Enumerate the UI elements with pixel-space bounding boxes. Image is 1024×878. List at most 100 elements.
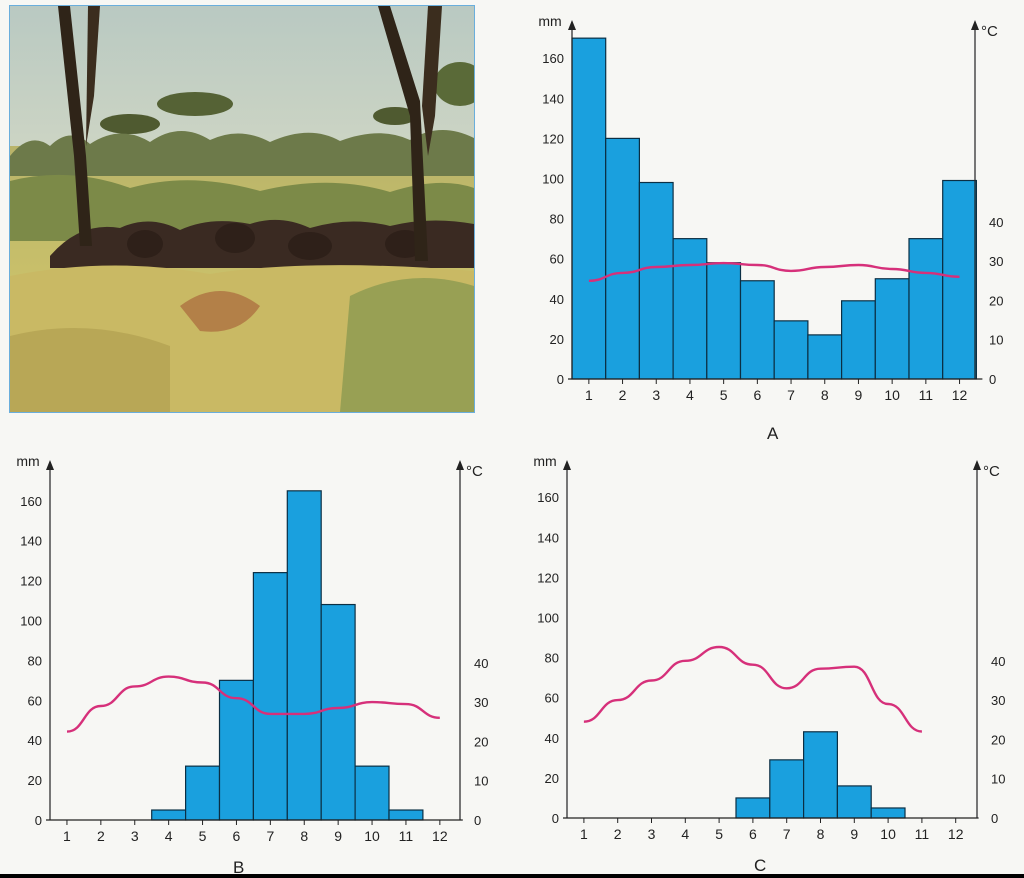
y-tick-label: 120: [542, 131, 564, 146]
left-axis-arrow: [46, 460, 54, 470]
y-tick-label: 160: [537, 490, 559, 505]
precip-bar-10: [874, 278, 910, 380]
y-tick-label: 80: [545, 651, 559, 666]
y2-tick-label: 40: [474, 656, 488, 671]
y2-tick-label: 10: [989, 333, 1003, 348]
y-tick-label: 80: [550, 212, 564, 227]
y-tick-label: 160: [20, 494, 42, 509]
precip-bar-11: [388, 809, 424, 821]
ylabel-celsius: °C: [981, 23, 998, 40]
savanna-photo: [9, 5, 475, 413]
chart-a-caption: A: [767, 424, 779, 443]
precip-bar-8: [286, 490, 322, 821]
x-tick-label: 3: [648, 826, 656, 842]
right-axis-arrow: [971, 20, 979, 30]
y-tick-label: 0: [557, 372, 564, 387]
x-tick-label: 8: [821, 387, 829, 403]
x-tick-label: 1: [580, 826, 588, 842]
x-tick-label: 4: [681, 826, 689, 842]
x-tick-label: 11: [915, 826, 930, 842]
x-tick-label: 10: [884, 387, 900, 403]
temperature-line: [66, 675, 440, 733]
left-axis-arrow: [568, 20, 576, 30]
y-tick-label: 40: [550, 292, 564, 307]
y-tick-label: 20: [28, 773, 42, 788]
x-tick-label: 6: [749, 826, 757, 842]
precip-bar-7: [252, 572, 288, 821]
x-tick-label: 2: [614, 826, 622, 842]
right-axis-arrow: [456, 460, 464, 470]
y-tick-label: 80: [28, 653, 42, 668]
y2-tick-label: 30: [991, 693, 1005, 708]
y2-tick-label: 20: [989, 293, 1003, 308]
ylabel-celsius: °C: [983, 463, 1000, 480]
y-tick-label: 140: [20, 534, 42, 549]
temperature-line: [583, 645, 923, 733]
x-tick-label: 9: [855, 387, 863, 403]
precip-bar-4: [151, 809, 187, 821]
y-tick-label: 120: [537, 570, 559, 585]
x-tick-label: 8: [300, 828, 308, 844]
left-axis-arrow: [563, 460, 571, 470]
x-tick-label: 1: [585, 387, 593, 403]
precip-bar-10: [354, 765, 390, 821]
x-tick-label: 7: [266, 828, 274, 844]
precip-bar-8: [803, 731, 839, 819]
y-tick-label: 20: [545, 771, 559, 786]
y2-tick-label: 0: [989, 372, 996, 387]
precip-bar-11: [908, 238, 944, 380]
x-tick-label: 10: [880, 826, 896, 842]
precip-bar-10: [870, 807, 906, 819]
y2-tick-label: 40: [991, 654, 1005, 669]
precip-bar-12: [942, 179, 978, 380]
y-tick-label: 100: [542, 172, 564, 187]
x-tick-label: 6: [233, 828, 241, 844]
y2-tick-label: 10: [991, 772, 1005, 787]
x-tick-label: 8: [817, 826, 825, 842]
precip-bar-1: [571, 37, 607, 380]
precip-bar-7: [773, 320, 809, 380]
x-tick-label: 7: [787, 387, 795, 403]
y-tick-label: 100: [537, 611, 559, 626]
y2-tick-label: 40: [989, 215, 1003, 230]
y-tick-label: 60: [28, 693, 42, 708]
x-tick-label: 9: [850, 826, 858, 842]
y2-tick-label: 30: [474, 695, 488, 710]
x-tick-label: 10: [364, 828, 380, 844]
ylabel-mm: mm: [16, 453, 39, 469]
x-tick-label: 11: [399, 828, 414, 844]
y2-tick-label: 20: [991, 732, 1005, 747]
x-tick-label: 12: [948, 826, 964, 842]
y2-tick-label: 0: [991, 811, 998, 826]
precip-bar-5: [185, 765, 221, 821]
x-tick-label: 5: [720, 387, 728, 403]
y2-tick-label: 30: [989, 254, 1003, 269]
chart-b-caption: B: [233, 858, 245, 877]
y-tick-label: 120: [20, 574, 42, 589]
x-tick-label: 3: [131, 828, 139, 844]
x-tick-label: 2: [97, 828, 105, 844]
x-tick-label: 4: [686, 387, 694, 403]
y-tick-label: 20: [550, 332, 564, 347]
y2-tick-label: 10: [474, 774, 488, 789]
y-tick-label: 60: [545, 691, 559, 706]
precip-bar-7: [769, 759, 805, 819]
precip-bar-5: [706, 262, 742, 380]
precip-bar-2: [605, 137, 640, 380]
x-tick-label: 1: [63, 828, 71, 844]
ylabel-celsius: °C: [466, 463, 483, 480]
x-tick-label: 4: [165, 828, 173, 844]
precip-bar-8: [807, 334, 843, 380]
y-tick-label: 160: [542, 51, 564, 66]
x-tick-label: 5: [199, 828, 207, 844]
x-tick-label: 12: [952, 387, 968, 403]
ylabel-mm: mm: [533, 453, 556, 469]
x-tick-label: 3: [652, 387, 660, 403]
y-tick-label: 140: [537, 530, 559, 545]
precip-bar-4: [672, 238, 708, 380]
chart-c-caption: C: [754, 856, 767, 875]
